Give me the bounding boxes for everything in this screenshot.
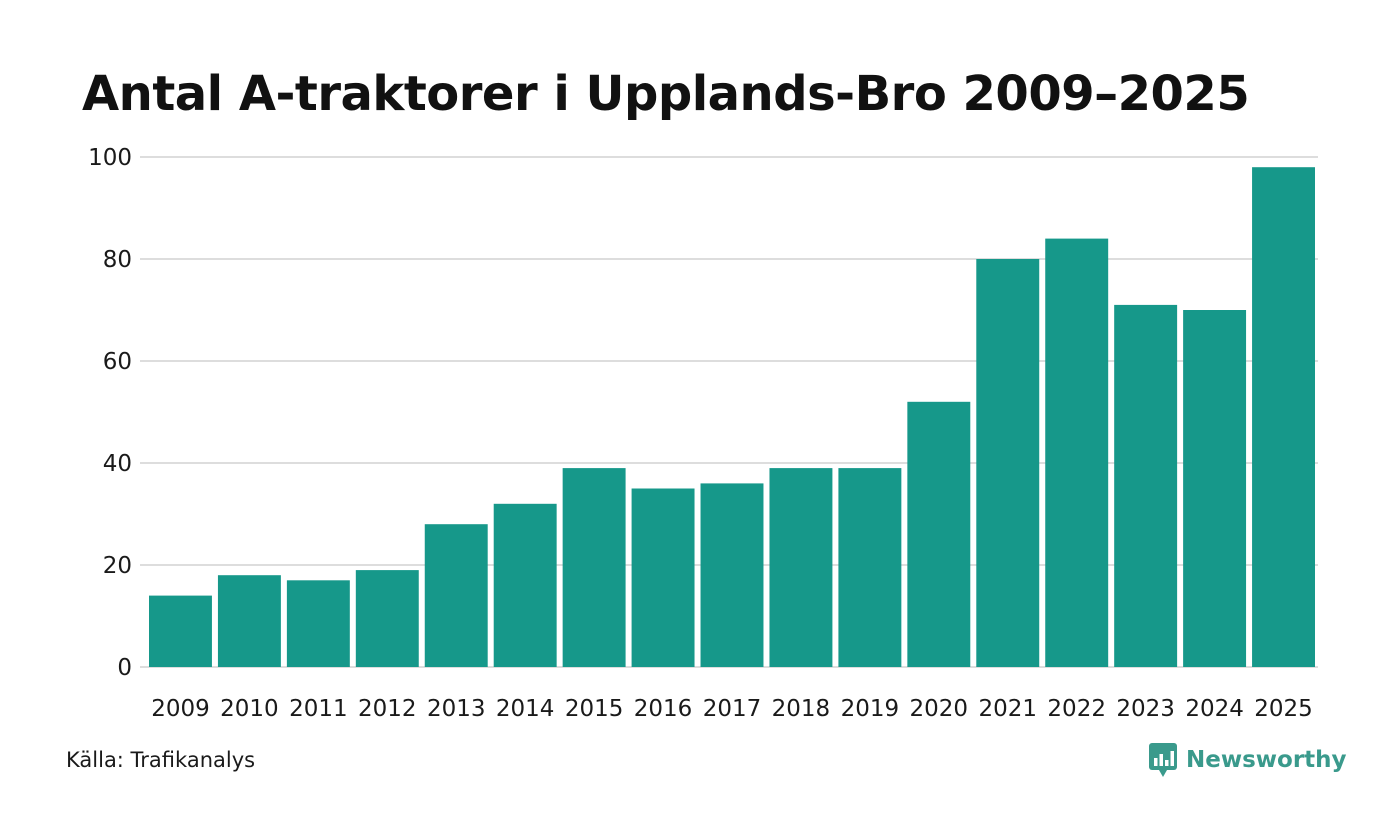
x-tick-label: 2022 bbox=[1047, 696, 1106, 722]
bar-2017 bbox=[700, 483, 764, 667]
x-tick-label: 2010 bbox=[220, 696, 279, 722]
bar-2021 bbox=[976, 259, 1040, 667]
bar-2018 bbox=[769, 468, 833, 667]
bar-2015 bbox=[562, 468, 626, 667]
bar-2020 bbox=[907, 401, 971, 667]
x-tick-label: 2021 bbox=[978, 696, 1037, 722]
x-tick-label: 2020 bbox=[910, 696, 969, 722]
x-tick-label: 2015 bbox=[565, 696, 624, 722]
x-tick-label: 2018 bbox=[772, 696, 831, 722]
x-tick-label: 2013 bbox=[427, 696, 486, 722]
y-tick-label: 0 bbox=[117, 655, 132, 681]
bar-2011 bbox=[286, 580, 350, 667]
x-axis-tick-labels: 2009 2010 2011 2012 2013 2014 2015 2016 2017 2018… bbox=[151, 696, 1313, 722]
x-tick-label: 2017 bbox=[703, 696, 762, 722]
y-tick-label: 100 bbox=[88, 145, 132, 171]
y-tick-label: 80 bbox=[103, 247, 132, 273]
chart-title: Antal A-traktorer i Upplands-Bro 2009–20… bbox=[82, 66, 1250, 122]
x-tick-label: 2016 bbox=[634, 696, 693, 722]
x-tick-label: 2025 bbox=[1254, 696, 1313, 722]
bar-2013 bbox=[424, 524, 488, 667]
y-tick-label: 20 bbox=[103, 553, 132, 579]
bar-2025 bbox=[1252, 167, 1315, 667]
bar-chart-speech-bubble-icon bbox=[1149, 743, 1177, 777]
x-tick-label: 2023 bbox=[1116, 696, 1175, 722]
bar-2009 bbox=[149, 595, 212, 667]
bar-2016 bbox=[631, 488, 695, 667]
bar-2024 bbox=[1183, 310, 1247, 667]
y-axis-tick-labels: 0 20 40 60 80 100 bbox=[88, 145, 132, 681]
bars bbox=[149, 167, 1315, 667]
y-tick-label: 60 bbox=[103, 349, 132, 375]
bar-2012 bbox=[355, 570, 419, 667]
bar-2019 bbox=[838, 468, 902, 667]
source-note: Källa: Trafikanalys bbox=[66, 748, 256, 772]
brand-name: Newsworthy bbox=[1186, 747, 1347, 773]
bar-2014 bbox=[493, 503, 557, 667]
x-tick-label: 2011 bbox=[289, 696, 348, 722]
bar-2023 bbox=[1114, 304, 1178, 667]
x-tick-label: 2019 bbox=[841, 696, 900, 722]
bar-2010 bbox=[217, 575, 281, 667]
x-tick-label: 2012 bbox=[358, 696, 417, 722]
y-tick-label: 40 bbox=[103, 451, 132, 477]
brand-logo: Newsworthy bbox=[1148, 742, 1347, 778]
x-tick-label: 2014 bbox=[496, 696, 555, 722]
x-tick-label: 2009 bbox=[151, 696, 210, 722]
x-tick-label: 2024 bbox=[1185, 696, 1244, 722]
bar-2022 bbox=[1045, 238, 1109, 667]
